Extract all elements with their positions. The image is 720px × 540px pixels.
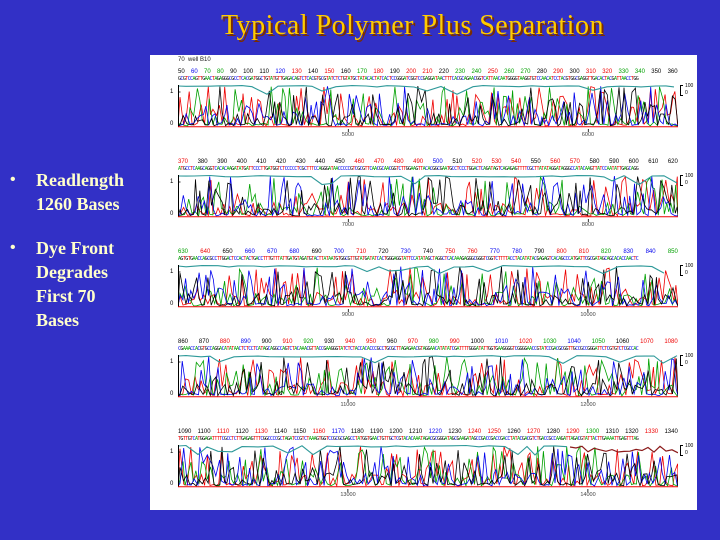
scan-tick-label: 13000 — [340, 489, 356, 498]
y-axis-label-top: 1 — [170, 449, 174, 455]
y-axis-label-top: 1 — [170, 89, 174, 95]
trace-peaks-plot — [178, 444, 678, 488]
right-scale: 100 0 — [680, 443, 700, 460]
scan-axis: 5000 6000 — [178, 129, 678, 139]
right-scale-label-0: 0 — [685, 270, 688, 276]
scan-tick-label: 6000 — [582, 129, 594, 138]
base-call-row: GCGTCCAGTTGAACTAGAGGGCGCCTCACGATGGCTGTAT… — [178, 76, 639, 82]
base-number-row: 1090 1100 1110 1120 1130 1140 1150 1160 1170 1180… — [178, 429, 678, 435]
chromatogram-trace: 630 640 650 660 670 680 690 700 710 720 730 740 750 7… — [150, 248, 697, 319]
trace-plot: 1 0 100 0 — [168, 173, 697, 219]
bullet-text-readlength: Readlength 1260 Bases — [36, 170, 125, 214]
scan-axis: 13000 14000 — [178, 489, 678, 499]
right-scale-label-0: 0 — [685, 360, 688, 366]
base-call-row: TGTTGTCATGGAGATTTTCGCCTCTTGAGAGTTTCGGCCC… — [178, 436, 639, 442]
right-scale: 100 0 — [680, 263, 700, 280]
base-call-row: CGAAACCACGTGCCAGGACATATAACTCTCCTCATAGCAG… — [178, 346, 639, 352]
scan-tick-label: 12000 — [580, 399, 596, 408]
y-axis-label-top: 1 — [170, 359, 174, 365]
scan-tick-label: 11000 — [341, 399, 355, 408]
right-scale-label-100: 100 — [685, 353, 694, 359]
scan-tick-label: 8000 — [582, 219, 594, 228]
chromatogram-trace: 860 870 880 890 900 910 920 930 940 950 960 970 980 9… — [150, 338, 697, 409]
trace-plot: 1 0 100 0 — [168, 263, 697, 309]
right-scale-label-0: 0 — [685, 180, 688, 186]
right-scale: 100 0 — [680, 173, 700, 190]
right-scale-label-100: 100 — [685, 263, 694, 269]
y-axis-label-top: 1 — [170, 179, 174, 185]
right-scale-bracket — [680, 265, 683, 276]
right-scale: 100 0 — [680, 353, 700, 370]
y-axis-label-bottom: 0 — [170, 391, 174, 397]
trace-plot: 1 0 100 0 — [168, 443, 697, 489]
scan-tick-label: 5000 — [342, 129, 354, 138]
chromatogram-trace: 370 380 390 400 410 420 430 440 450 460 470 480 490 5… — [150, 158, 697, 229]
right-scale-bracket — [680, 175, 683, 186]
bullet-text-dye-front: Dye Front Degrades First 70 Bases — [36, 238, 115, 330]
scan-tick-label: 10000 — [580, 309, 596, 318]
right-scale-label-100: 100 — [685, 443, 694, 449]
right-scale-bracket — [680, 445, 683, 456]
base-call-row: ATGCCTCAAGCAGGTCACACAAGATATGATTCCCTTGATG… — [178, 166, 639, 172]
scan-tick-label: 7000 — [342, 219, 354, 228]
scan-axis: 7000 8000 — [178, 219, 678, 229]
base-number-row: 50 60 70 80 90 100 110 120 130 140 150 160 170 180 190… — [178, 69, 678, 75]
scan-tick-label: 9000 — [342, 309, 354, 318]
trace-peaks-plot — [178, 265, 678, 308]
trace-peaks-plot — [178, 85, 678, 128]
y-axis-label-bottom: 0 — [170, 301, 174, 307]
bullet-item-dye-front: • Dye Front Degrades First 70 Bases — [8, 236, 146, 332]
y-axis-label-bottom: 0 — [170, 121, 174, 127]
bullet-marker: • — [10, 171, 16, 188]
base-number-row: 370 380 390 400 410 420 430 440 450 460 470 480 490 5… — [178, 159, 678, 165]
right-scale-label-100: 100 — [685, 83, 694, 89]
trace-plot: 1 0 100 0 — [168, 83, 697, 129]
y-axis-label-bottom: 0 — [170, 481, 174, 487]
bullet-item-readlength: • Readlength 1260 Bases — [8, 168, 146, 216]
base-number-row: 860 870 880 890 900 910 920 930 940 950 960 970 980 9… — [178, 339, 678, 345]
chromatogram-panel: 70 well B10 50 60 70 80 90 100 110 120 130 140 150… — [150, 55, 697, 510]
y-axis-label-top: 1 — [170, 269, 174, 275]
base-call-row: AGTGTGAACCAGCGCCTTGGACTCCACTACTGACCTTTGT… — [178, 256, 639, 262]
right-scale-label-0: 0 — [685, 450, 688, 456]
right-scale-label-0: 0 — [685, 90, 688, 96]
scan-axis: 9000 10000 — [178, 309, 678, 319]
right-scale-bracket — [680, 85, 683, 96]
slide-title: Typical Polymer Plus Separation — [221, 10, 604, 41]
bullet-marker: • — [10, 239, 16, 256]
trace-peaks-plot — [178, 174, 678, 218]
right-scale: 100 0 — [680, 83, 700, 100]
scan-axis: 11000 12000 — [178, 399, 678, 409]
base-number-row: 630 640 650 660 670 680 690 700 710 720 730 740 750 7… — [178, 249, 678, 255]
well-label: 70 well B10 — [178, 57, 211, 63]
right-scale-label-100: 100 — [685, 173, 694, 179]
trace-plot: 1 0 100 0 — [168, 353, 697, 399]
right-scale-bracket — [680, 355, 683, 366]
chromatogram-trace: 50 60 70 80 90 100 110 120 130 140 150 160 170 180 190… — [150, 68, 697, 139]
scan-tick-label: 14000 — [580, 489, 596, 498]
chromatogram-trace: 1090 1100 1110 1120 1130 1140 1150 1160 1170 1180… — [150, 428, 697, 499]
trace-peaks-plot — [178, 355, 678, 398]
y-axis-label-bottom: 0 — [170, 211, 174, 217]
